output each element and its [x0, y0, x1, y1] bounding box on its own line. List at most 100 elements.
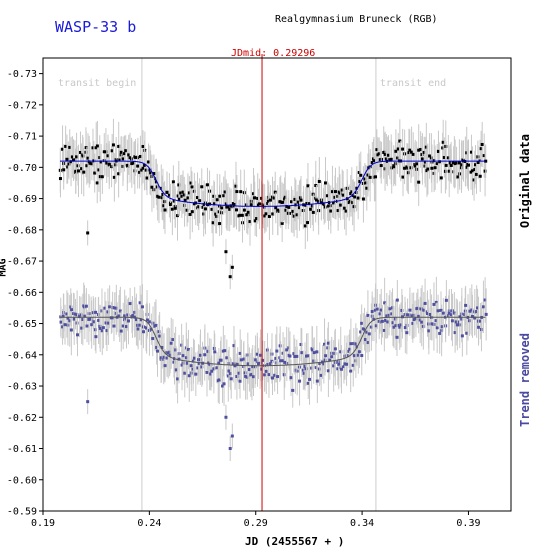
- data-point: [457, 161, 461, 165]
- data-point: [351, 193, 355, 197]
- data-point: [227, 369, 231, 373]
- data-point: [314, 366, 318, 370]
- data-point: [315, 379, 319, 383]
- data-point: [103, 306, 107, 310]
- data-point: [458, 315, 462, 319]
- data-point: [75, 333, 79, 337]
- data-point: [156, 349, 160, 353]
- data-point: [68, 319, 72, 323]
- data-point: [339, 350, 343, 354]
- data-point: [314, 198, 318, 202]
- data-point: [287, 205, 291, 209]
- data-point: [297, 206, 301, 210]
- data-point: [174, 368, 178, 372]
- data-point: [375, 307, 379, 311]
- data-point: [441, 140, 445, 144]
- data-point: [223, 349, 227, 353]
- data-point: [289, 376, 293, 380]
- data-point: [349, 369, 353, 373]
- data-point: [150, 185, 154, 189]
- data-point: [246, 210, 250, 214]
- data-point: [391, 321, 395, 325]
- data-point: [471, 169, 475, 173]
- data-point: [159, 186, 163, 190]
- data-point: [333, 351, 337, 355]
- data-point: [425, 312, 429, 316]
- data-point: [226, 205, 230, 209]
- data-point: [436, 149, 440, 153]
- data-point: [91, 146, 95, 150]
- data-point: [310, 204, 314, 208]
- data-point: [252, 196, 256, 200]
- data-point: [484, 312, 488, 316]
- data-point: [266, 363, 270, 367]
- data-point: [154, 180, 158, 184]
- data-point: [136, 323, 140, 327]
- data-point: [59, 320, 63, 324]
- data-point: [222, 382, 226, 386]
- data-point: [447, 314, 451, 318]
- data-point: [93, 171, 97, 175]
- data-point: [390, 312, 394, 316]
- data-point: [427, 329, 431, 333]
- data-point: [268, 198, 272, 202]
- data-point: [165, 356, 169, 360]
- data-point: [128, 302, 132, 306]
- data-point: [444, 298, 448, 302]
- data-point: [131, 314, 135, 318]
- data-point: [353, 195, 357, 199]
- data-point: [98, 175, 102, 179]
- data-point: [88, 161, 92, 165]
- data-point: [65, 312, 69, 316]
- data-point: [238, 351, 242, 355]
- y-tick-label: -0.60: [7, 475, 37, 486]
- data-point: [330, 190, 334, 194]
- data-point: [69, 305, 73, 309]
- data-point: [299, 342, 303, 346]
- data-point: [478, 319, 482, 323]
- data-point: [308, 202, 312, 206]
- data-point: [292, 352, 296, 356]
- data-point: [102, 150, 106, 154]
- data-point: [472, 178, 476, 182]
- data-point: [213, 350, 217, 354]
- data-point: [374, 175, 378, 179]
- data-point: [278, 344, 282, 348]
- data-point: [409, 166, 413, 170]
- y-tick-label: -0.61: [7, 444, 37, 455]
- y-tick-label: -0.68: [7, 225, 37, 236]
- data-point: [293, 368, 297, 372]
- data-point: [212, 367, 216, 371]
- data-point: [161, 193, 165, 197]
- data-point: [403, 166, 407, 170]
- data-point: [225, 356, 229, 360]
- data-point: [251, 365, 255, 369]
- data-point: [352, 342, 356, 346]
- data-point: [231, 362, 235, 366]
- data-point: [420, 320, 424, 324]
- data-point: [361, 197, 365, 201]
- data-point: [356, 353, 360, 357]
- data-point: [274, 356, 278, 360]
- data-point: [298, 196, 302, 200]
- data-point: [299, 198, 303, 202]
- data-point: [74, 169, 78, 173]
- data-point: [420, 157, 424, 161]
- data-point: [200, 185, 204, 189]
- data-point: [298, 379, 302, 383]
- data-point: [201, 205, 205, 209]
- data-point: [261, 358, 265, 362]
- data-point: [395, 335, 399, 339]
- data-point: [326, 346, 330, 350]
- data-point: [447, 311, 451, 315]
- data-point: [97, 318, 101, 322]
- data-point: [266, 199, 270, 203]
- x-tick-label: 0.19: [31, 518, 55, 529]
- data-point: [194, 372, 198, 376]
- data-point: [474, 163, 478, 167]
- data-point: [363, 177, 367, 181]
- data-point: [393, 165, 397, 169]
- data-point: [228, 207, 232, 211]
- data-point: [86, 231, 90, 235]
- transit-begin-label: transit begin: [58, 78, 136, 89]
